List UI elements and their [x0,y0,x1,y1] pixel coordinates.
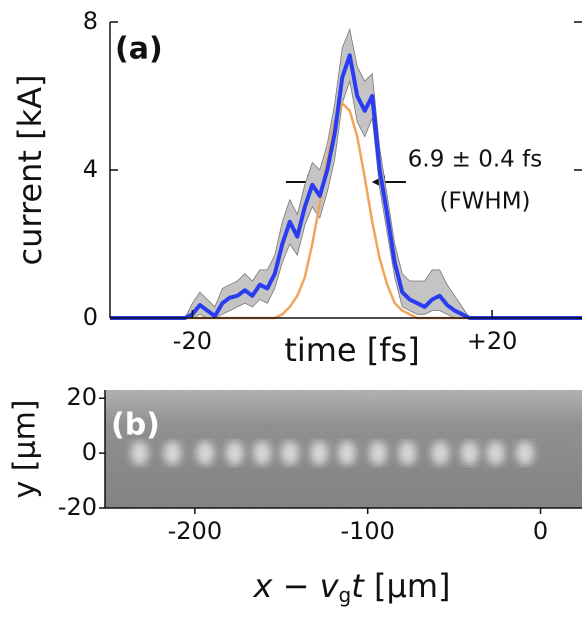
spot [515,441,534,466]
x-axis-label-part: g [339,583,352,607]
spot [398,441,417,466]
panel-a: (a) time [fs] current [kA] 6.9 ± 0.4 fs … [11,7,582,369]
x-tick-label: +20 [467,327,518,355]
x-axis-label-part: t [351,567,365,605]
x-tick-label: 0 [533,517,548,545]
y-tick-label: 0 [83,303,98,331]
spot [337,441,356,466]
y-axis-label: current [kA] [11,75,49,266]
fwhm-arrows [286,175,406,189]
annotation: (FWHM) [439,189,530,215]
spot [130,441,149,466]
y-tick-label: 8 [83,7,98,35]
spot [431,441,450,466]
spot [196,441,215,466]
x-tick-label: -200 [168,517,222,545]
x-tick-label: -20 [173,327,212,355]
error-band [110,28,582,319]
panel-label: (b) [111,408,160,443]
annotation: 6.9 ± 0.4 fs [408,147,542,173]
x-tick-label: -100 [340,517,394,545]
spot [369,441,388,466]
y-tick-label: 4 [83,155,98,183]
x-axis-label-part: x − v [253,567,340,605]
spots [130,441,534,466]
y-axis-label: y [µm] [8,399,43,498]
panel-label: (a) [115,32,163,67]
x-axis-label: x − vgt [µm] [253,567,451,607]
x-axis-label-part: [µm] [364,567,451,605]
spot [163,441,182,466]
x-axis-label: time [fs] [284,331,419,369]
data-line [110,53,582,320]
y-tick-label: 20 [66,383,97,411]
spot [310,441,329,466]
spot [486,441,505,466]
spot [280,441,299,466]
spot [225,441,244,466]
y-tick-label: 0 [82,438,97,466]
spot [460,441,479,466]
y-tick-label: -20 [58,493,97,521]
spot [253,441,272,466]
